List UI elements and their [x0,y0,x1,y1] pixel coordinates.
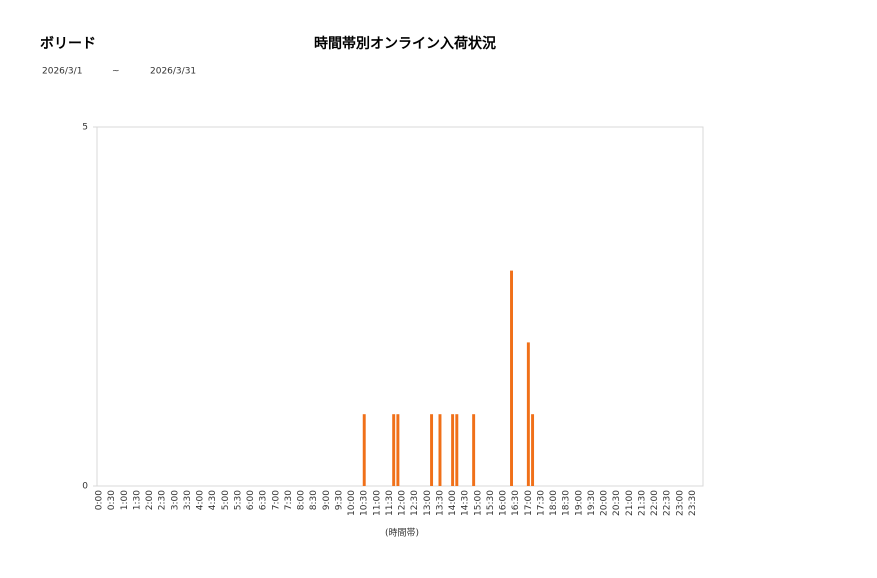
x-tick-label: 20:30 [612,490,622,516]
date-from: 2026/3/1 [42,67,82,77]
x-tick-label: 16:30 [511,490,521,516]
x-tick-label: 8:00 [297,490,307,510]
x-tick-label: 12:30 [410,490,420,516]
x-tick-label: 2:30 [158,490,168,510]
date-separator: ~ [112,67,120,77]
x-tick-label: 13:30 [435,490,445,516]
x-tick-label: 0:30 [107,490,117,510]
x-tick-label: 9:30 [334,490,344,510]
x-tick-label: 1:00 [120,490,130,510]
x-tick-label: 15:30 [486,490,496,516]
x-tick-label: 18:30 [562,490,572,516]
bar [531,414,535,486]
x-axis-label: (時間帯) [385,527,419,539]
x-tick-label: 10:00 [347,490,357,516]
x-tick-label: 13:00 [423,490,433,516]
bar [526,342,530,486]
x-tick-label: 8:30 [309,490,319,510]
x-tick-label: 6:00 [246,490,256,510]
y-tick-label: 0 [82,482,88,492]
x-tick-label: 2:00 [145,490,155,510]
x-tick-label: 5:00 [221,490,231,510]
bar [392,414,396,486]
x-tick-label: 7:00 [271,490,281,510]
x-tick-label: 1:30 [132,490,142,510]
x-tick-label: 6:30 [259,490,269,510]
plot-frame [96,126,704,487]
x-tick-label: 17:30 [536,490,546,516]
bar [396,414,400,486]
x-tick-label: 19:00 [574,490,584,516]
x-tick-label: 3:00 [170,490,180,510]
x-tick-label: 12:00 [398,490,408,516]
x-tick-label: 22:30 [663,490,673,516]
x-tick-label: 23:00 [675,490,685,516]
bar [472,414,476,486]
x-tick-label: 11:00 [372,490,382,516]
bar [451,414,455,486]
x-tick-label: 17:00 [524,490,534,516]
x-tick-label: 0:00 [95,490,105,510]
bar [430,414,434,486]
x-tick-label: 9:00 [322,490,332,510]
x-tick-label: 4:00 [196,490,206,510]
x-tick-label: 3:30 [183,490,193,510]
x-tick-label: 4:30 [208,490,218,510]
x-tick-label: 23:30 [688,490,698,516]
x-tick-label: 21:00 [625,490,635,516]
bar [510,270,513,486]
y-tick-label: 5 [82,123,88,133]
x-tick-label: 14:30 [461,490,471,516]
x-tick-label: 15:00 [473,490,483,516]
x-tick-label: 22:00 [650,490,660,516]
x-tick-label: 14:00 [448,490,458,516]
x-tick-label: 5:30 [233,490,243,510]
x-tick-label: 21:30 [637,490,647,516]
x-tick-label: 19:30 [587,490,597,516]
x-tick-label: 18:00 [549,490,559,516]
bar [362,414,366,486]
date-to: 2026/3/31 [150,67,196,77]
store-name: ボリード [40,36,96,52]
bar [455,414,459,486]
chart-title: 時間帯別オンライン入荷状況 [314,35,496,52]
x-tick-label: 11:30 [385,490,395,516]
x-tick-label: 20:00 [600,490,610,516]
x-tick-label: 10:30 [360,490,370,516]
x-tick-label: 16:00 [499,490,509,516]
x-tick-label: 7:30 [284,490,294,510]
bar [438,414,442,486]
